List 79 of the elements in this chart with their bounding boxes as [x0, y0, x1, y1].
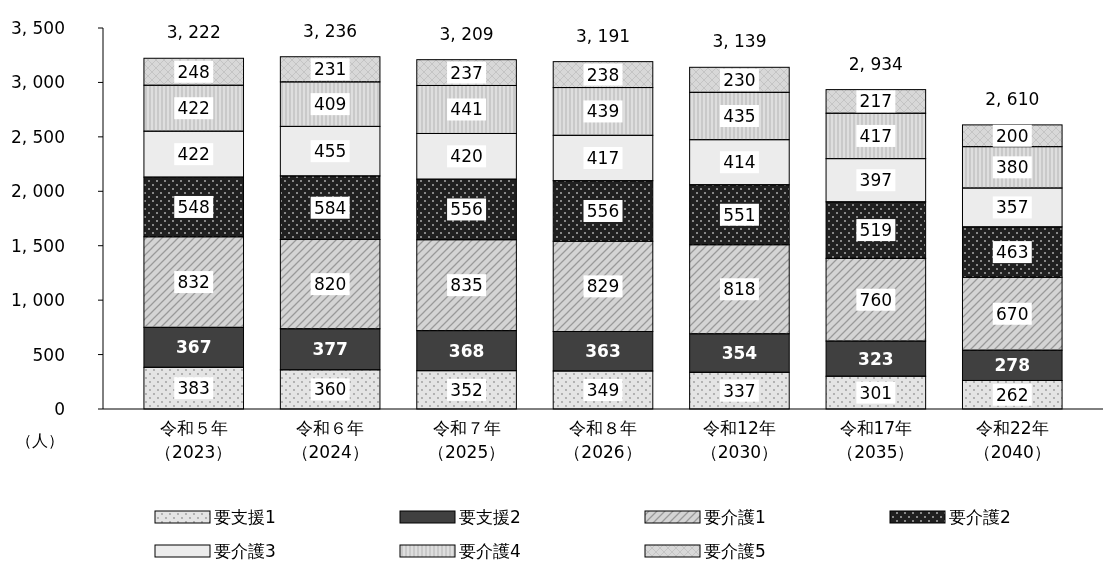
x-tick-label: 令和22年（2040） — [973, 418, 1051, 462]
data-label: 217 — [859, 91, 893, 112]
y-tick-label: 1, 500 — [10, 235, 65, 256]
data-label: 551 — [723, 204, 756, 225]
x-tick-label: 令和５年（2023） — [155, 418, 233, 462]
data-label: 230 — [723, 69, 756, 90]
data-label: 420 — [450, 146, 483, 167]
data-label: 368 — [448, 340, 485, 361]
data-label: 832 — [177, 272, 210, 293]
data-label: 519 — [859, 220, 893, 241]
data-label: 417 — [859, 125, 893, 146]
data-label: 352 — [450, 379, 483, 400]
data-label: 556 — [586, 200, 620, 221]
y-tick-label: 3, 000 — [10, 72, 65, 93]
data-label: 380 — [996, 157, 1029, 178]
data-label: 354 — [721, 343, 758, 363]
total-label: 3, 236 — [303, 20, 358, 41]
data-label: 818 — [723, 279, 756, 300]
data-label: 278 — [994, 355, 1031, 376]
data-label: 367 — [175, 337, 212, 358]
data-label: 820 — [313, 274, 347, 295]
total-label: 3, 209 — [439, 23, 494, 44]
data-label: 422 — [177, 144, 210, 165]
total-label: 2, 610 — [985, 88, 1040, 109]
data-label: 363 — [585, 341, 621, 362]
data-label: 455 — [313, 141, 347, 162]
data-label: 349 — [586, 379, 620, 400]
x-tick-label: 令和17年（2035） — [837, 418, 915, 462]
data-label: 383 — [177, 378, 210, 399]
data-label: 835 — [450, 275, 483, 296]
total-label: 2, 934 — [848, 53, 903, 74]
y-tick-label: 500 — [32, 344, 65, 365]
legend-label: 要介護4 — [459, 540, 521, 561]
data-label: 357 — [996, 197, 1029, 218]
data-label: 584 — [313, 197, 347, 218]
data-label: 548 — [177, 196, 210, 217]
data-label: 435 — [723, 105, 756, 126]
total-label: 3, 139 — [712, 31, 767, 52]
data-label: 262 — [996, 384, 1029, 405]
data-label: 231 — [313, 59, 347, 80]
legend-label: 要支援2 — [459, 506, 521, 527]
x-tick-label: 令和８年（2026） — [564, 418, 642, 462]
data-label: 409 — [313, 94, 347, 115]
data-label: 248 — [177, 61, 210, 82]
data-label: 238 — [586, 64, 620, 85]
y-axis-title: （人） — [16, 430, 64, 450]
total-label: 3, 191 — [575, 25, 631, 46]
data-label: 670 — [996, 303, 1029, 324]
legend-label: 要介護1 — [704, 506, 766, 527]
x-tick-label: 令和７年（2025） — [427, 418, 506, 462]
data-label: 237 — [450, 62, 483, 83]
data-label: 556 — [450, 199, 483, 220]
legend-label: 要支援1 — [214, 506, 276, 527]
data-label: 463 — [996, 242, 1029, 263]
data-label: 200 — [996, 125, 1029, 146]
data-label: 441 — [450, 99, 483, 120]
y-tick-label: 0 — [54, 398, 65, 419]
y-tick-label: 2, 000 — [10, 181, 65, 202]
data-label: 414 — [723, 152, 756, 173]
legend-label: 要介護3 — [214, 540, 276, 561]
data-label: 829 — [586, 276, 620, 297]
y-tick-label: 1, 000 — [10, 290, 65, 311]
data-label: 323 — [858, 348, 894, 369]
x-tick-label: 令和６年（2024） — [291, 418, 369, 462]
data-label: 301 — [859, 382, 893, 403]
y-tick-label: 2, 500 — [10, 126, 65, 147]
data-label: 377 — [312, 339, 348, 360]
y-tick-label: 3, 500 — [10, 17, 65, 38]
total-label: 3, 222 — [166, 22, 221, 43]
data-label: 760 — [859, 289, 893, 310]
data-label: 439 — [586, 101, 620, 122]
data-label: 337 — [723, 380, 756, 401]
data-label: 360 — [313, 379, 347, 400]
x-tick-label: 令和12年（2030） — [700, 418, 779, 462]
data-label: 417 — [586, 147, 620, 168]
legend-label: 要介護2 — [949, 506, 1011, 527]
data-label: 397 — [859, 170, 893, 191]
data-label: 422 — [177, 98, 210, 119]
legend-label: 要介護5 — [704, 540, 766, 561]
